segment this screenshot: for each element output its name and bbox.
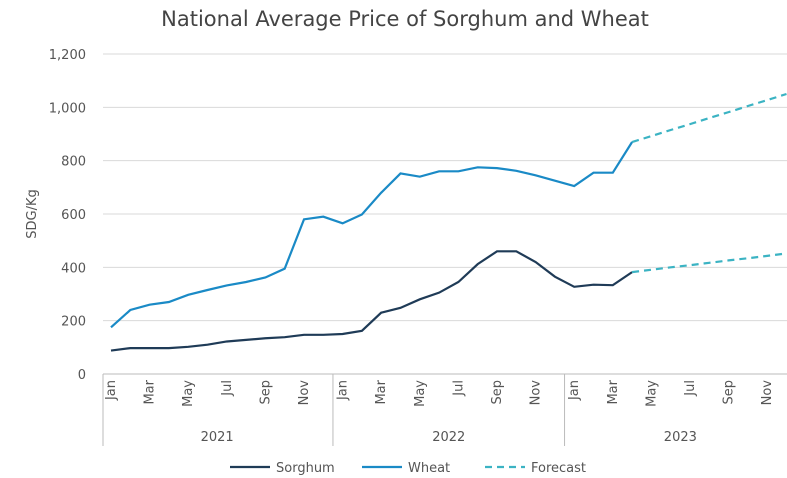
- x-tick-label: Jan: [104, 380, 119, 401]
- x-tick-label: Mar: [606, 379, 621, 404]
- year-label: 2021: [201, 430, 234, 445]
- x-tick-label: Nov: [529, 380, 544, 406]
- series-line: [631, 252, 787, 274]
- y-tick-label: 1,000: [49, 101, 86, 116]
- x-tick-label: Nov: [297, 380, 312, 406]
- x-tick-label: Sep: [490, 380, 505, 405]
- x-tick-label: Jan: [336, 380, 351, 401]
- x-tick-label: May: [644, 380, 659, 407]
- year-label: 2023: [664, 430, 697, 445]
- x-tick-label: Mar: [374, 379, 389, 404]
- y-tick-label: 0: [78, 368, 86, 383]
- year-label: 2022: [432, 430, 465, 445]
- x-tick-label: Mar: [143, 379, 158, 404]
- x-tick-label: Jul: [220, 380, 235, 397]
- x-tick-label: May: [413, 380, 428, 407]
- x-tick-label: Sep: [258, 380, 273, 405]
- x-tick-label: Jul: [451, 380, 466, 397]
- y-axis-label: SDG/Kg: [25, 189, 40, 239]
- legend-label: Wheat: [408, 461, 450, 476]
- y-tick-label: 800: [61, 155, 86, 170]
- chart-title: National Average Price of Sorghum and Wh…: [161, 7, 649, 31]
- y-tick-label: 400: [61, 261, 86, 276]
- legend-label: Sorghum: [276, 461, 335, 476]
- y-tick-label: 200: [61, 315, 86, 330]
- y-tick-label: 1,200: [49, 48, 86, 63]
- series-line: [110, 141, 634, 329]
- legend-label: Forecast: [531, 461, 586, 476]
- series-line: [110, 250, 633, 352]
- x-tick-label: Sep: [722, 380, 737, 405]
- x-tick-label: Jul: [683, 380, 698, 397]
- x-tick-label: Nov: [760, 380, 775, 406]
- y-tick-label: 600: [61, 208, 86, 223]
- x-tick-label: Jan: [567, 380, 582, 401]
- x-tick-label: May: [181, 380, 196, 407]
- series-line: [631, 92, 787, 144]
